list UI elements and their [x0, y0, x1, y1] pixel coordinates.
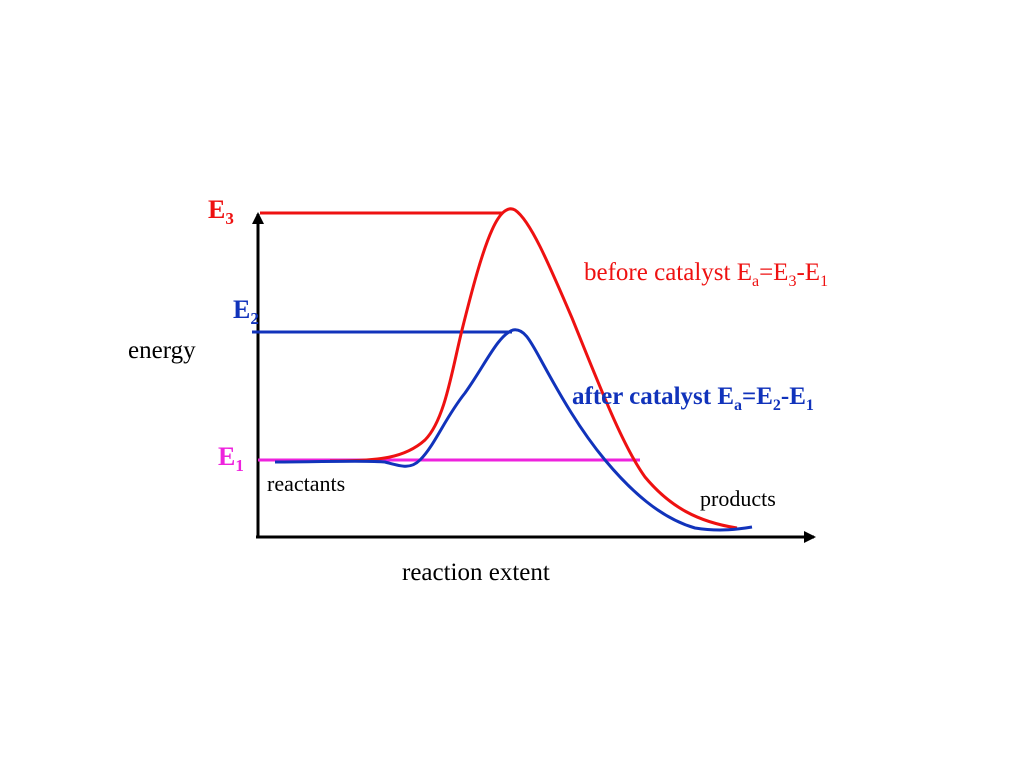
reactants-label: reactants	[267, 471, 345, 496]
after-catalyst-curve	[274, 328, 753, 532]
after-catalyst-annotation: after catalyst Ea=E2-E1	[572, 383, 814, 414]
y-axis-label: energy	[128, 337, 196, 364]
products-label: products	[700, 486, 776, 511]
e1-label: E1	[218, 442, 244, 475]
before-catalyst-curve	[329, 207, 738, 530]
before-catalyst-annotation: before catalyst Ea=E3-E1	[584, 259, 828, 290]
e2-label: E2	[233, 295, 259, 328]
e3-label: E3	[208, 195, 234, 228]
x-axis-label: reaction extent	[402, 559, 550, 586]
